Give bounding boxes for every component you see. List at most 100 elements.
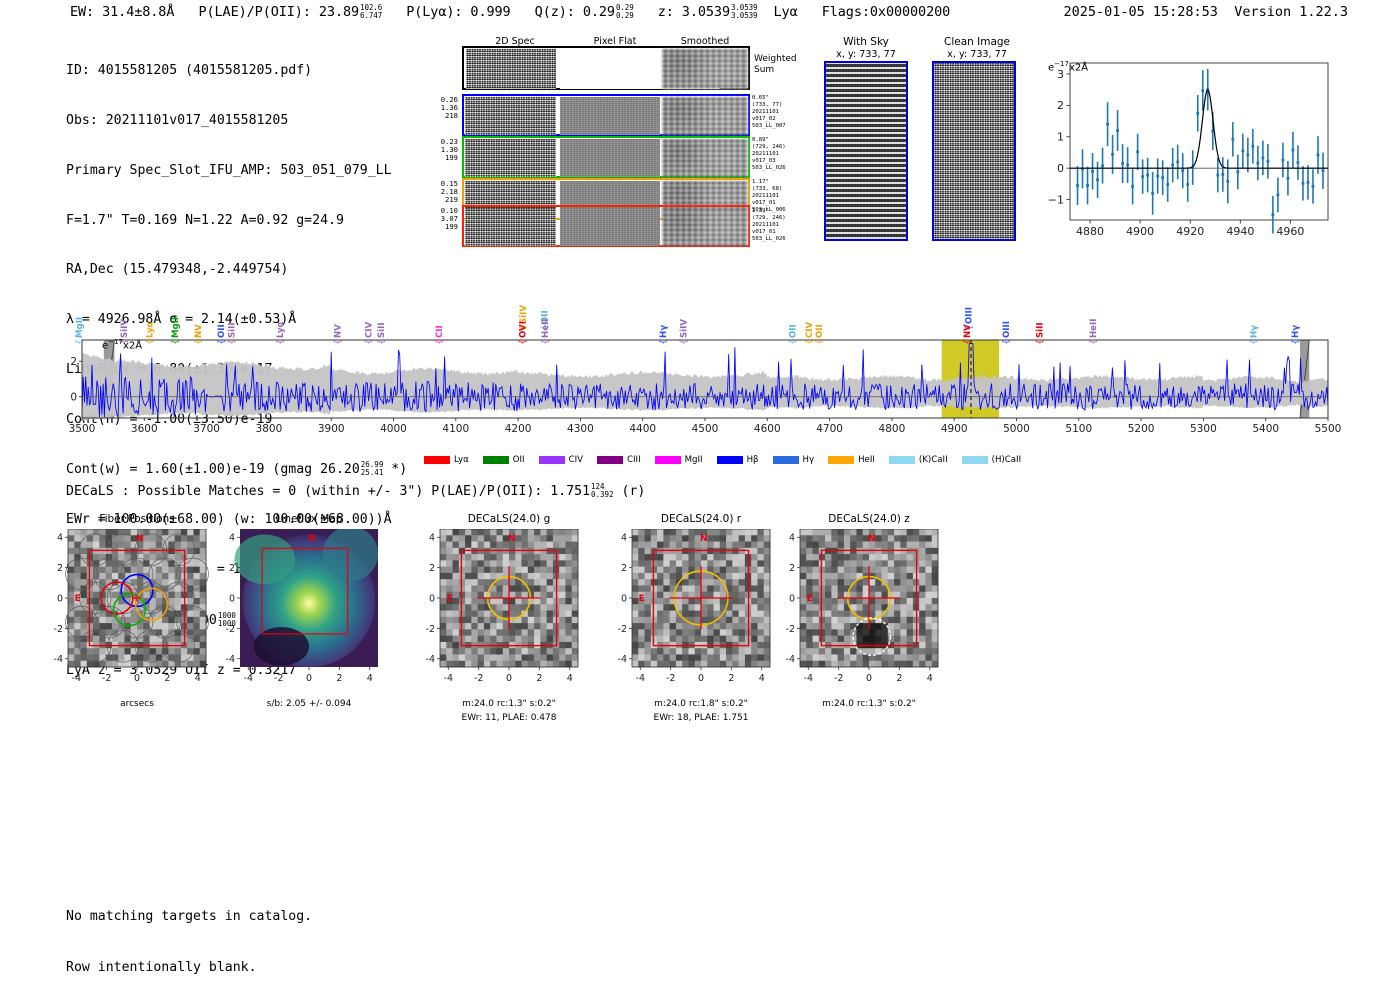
svg-text:{: { [659,339,669,345]
svg-text:2: 2 [57,563,63,574]
svg-text:4600: 4600 [754,423,781,435]
cutout-sub-with-sky: x, y: 733, 77 [836,49,896,60]
spectrum-legend: Lyα OII CIV CIII MgII Hβ Hγ HeII (K)CaII (H)CaII [424,455,1021,465]
svg-text:3500: 3500 [69,423,96,435]
header-plya: P(Lyα): 0.999 [406,4,511,20]
emission-line-label: CIV [805,321,815,338]
cutout-caption-primary: arcsecs [120,699,154,709]
svg-text:4: 4 [567,673,573,684]
cutout-image-2[interactable]: N E -4 -2 0 2 4 4 2 0 -2 -4 [414,529,582,699]
emission-line-label: OVI [519,321,529,338]
fiber-row-1-labels: 0.65" (733, 77) 20211101 v017_02 503_LL_… [752,95,786,129]
svg-text:2: 2 [728,673,734,684]
svg-text:4880: 4880 [1076,225,1104,238]
fiber-row-1 [462,94,750,136]
svg-text:2: 2 [536,673,542,684]
emission-line-label: MgII [171,317,181,338]
svg-text:4000: 4000 [380,423,407,435]
full-spectrum-chart: 0 2 3500 3600 3700 3800 3900 4000 4100 4200 4300 44… [69,305,1342,435]
legend-swatch [772,456,799,464]
info-id: ID: 4015581205 (4015581205.pdf) [66,63,313,79]
svg-text:4: 4 [229,533,235,544]
emission-line-label: Lyα [145,322,155,338]
svg-text:4940: 4940 [1226,225,1254,238]
legend-swatch [828,456,855,464]
cutout-image-3[interactable]: N E -4 -2 0 2 4 4 2 0 -2 -4 [606,529,774,699]
fiber-row-3-metrics: 0.15 2.18 219 [440,179,458,205]
svg-text:-4: -4 [226,654,235,665]
svg-text:2: 2 [70,356,77,368]
svg-text:-2: -2 [226,624,235,635]
svg-text:4: 4 [429,533,435,544]
info-obs: Obs: 20211101v017_4015581205 [66,112,289,128]
svg-text:{: { [365,339,375,345]
panel-title-smoothed: Smoothed [680,36,730,47]
svg-text:2: 2 [336,673,342,684]
emission-line-label: OII [788,324,798,338]
svg-text:4960: 4960 [1276,225,1304,238]
legend-item: (K)CaII [888,455,948,465]
svg-text:3600: 3600 [131,423,158,435]
svg-text:4500: 4500 [692,423,719,435]
svg-text:4: 4 [367,673,373,684]
svg-text:3900: 3900 [318,423,345,435]
legend-item: HeII [828,455,875,465]
emission-line-label: NV [963,324,973,338]
svg-text:1: 1 [1057,131,1064,144]
legend-item: Hγ [772,455,814,465]
emission-line-label: SiII [1036,322,1046,338]
svg-text:0: 0 [1057,162,1064,175]
svg-text:2: 2 [789,563,795,574]
legend-swatch [482,456,509,464]
cutout-image-0[interactable]: N E -4 -2 0 2 4 4 2 0 -2 -4 [42,529,210,699]
svg-text:4920: 4920 [1176,225,1204,238]
svg-text:{: { [334,339,344,345]
cutout-caption-primary: m:24.0 rc:1.8" s:0.2" [654,699,748,709]
legend-label: OII [512,455,525,465]
svg-text:3: 3 [1057,68,1064,81]
legend-item: (H)CaII [961,455,1022,465]
legend-label: (H)CaII [991,455,1022,465]
fiber-row-1-smoothed [662,97,748,135]
svg-text:E: E [639,594,645,604]
cutout-title-with-sky: With Sky [843,36,889,48]
footer-line-1: No matching targets in catalog. [66,909,313,924]
svg-text:{: { [1249,339,1259,345]
svg-text:{: { [75,339,85,345]
svg-text:{: { [194,339,204,345]
legend-swatch [716,456,743,464]
cutout-sub-clean-image: x, y: 733, 77 [947,49,1007,60]
svg-text:2: 2 [896,673,902,684]
emission-line-label: MgII [75,317,85,338]
with-sky-image [824,61,908,241]
emission-line-label: NV [194,324,204,338]
svg-text:4: 4 [195,673,201,684]
fiber-row-4-metrics: 0.10 3.07 199 [440,206,458,232]
emission-line-label: OIII [965,307,975,324]
info-ewr: EWr = 100.00(±68.00) (w: 100.00(±68.00))… [66,512,392,528]
clean-image [932,61,1016,241]
header-z: z: 3.0539 [657,4,730,20]
header-summary-line: EW: 31.4±8.8Å P(LAE)/P(OII): 23.89 102.6 6… [70,4,950,21]
svg-text:{: { [788,339,798,345]
legend-swatch [888,456,915,464]
fiber-row-3-labels: 1.17" (733, 68) 20211101 v017_01 503_LL_… [752,179,786,213]
svg-text:{: { [276,339,286,345]
cutout-caption-primary: m:24.0 rc:1.3" s:0.2" [822,699,916,709]
svg-text:{: { [963,339,973,345]
fiber-row-2-smoothed [662,139,748,177]
svg-text:{: { [519,325,529,331]
svg-text:{: { [435,339,445,345]
svg-text:3800: 3800 [256,423,283,435]
cutout-image-4[interactable]: N E -4 -2 0 2 4 4 2 0 -2 -4 [774,529,942,699]
svg-text:4: 4 [759,673,765,684]
svg-text:4300: 4300 [567,423,594,435]
svg-text:N: N [308,534,316,544]
svg-text:3700: 3700 [193,423,220,435]
fiber-row-4-2dspec [465,208,556,246]
legend-label: (K)CaII [918,455,948,465]
cutout-image-1[interactable]: N -4 -2 0 2 4 4 2 0 -2 -4 [214,529,382,699]
legend-item: Lyα [424,455,469,465]
svg-text:4800: 4800 [879,423,906,435]
fiber-row-2-pixelflat [560,139,660,177]
